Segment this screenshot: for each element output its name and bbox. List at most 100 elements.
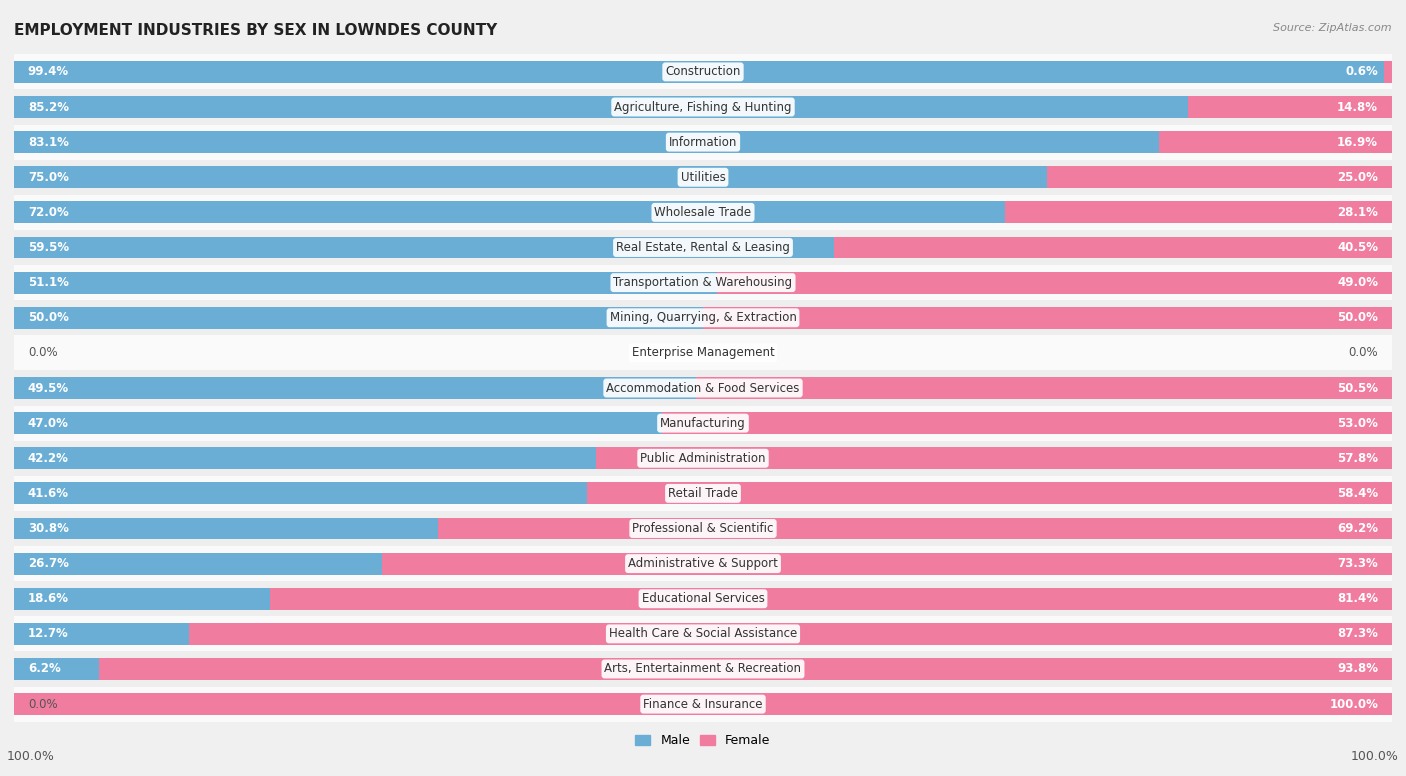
- Text: 85.2%: 85.2%: [28, 101, 69, 113]
- Bar: [14, 511, 1392, 546]
- Text: Accommodation & Food Services: Accommodation & Food Services: [606, 382, 800, 394]
- Text: 26.7%: 26.7%: [28, 557, 69, 570]
- Text: 12.7%: 12.7%: [28, 627, 69, 640]
- Text: 99.4%: 99.4%: [28, 65, 69, 78]
- Text: 59.5%: 59.5%: [28, 241, 69, 254]
- Text: Real Estate, Rental & Leasing: Real Estate, Rental & Leasing: [616, 241, 790, 254]
- Bar: [14, 441, 1392, 476]
- Text: 47.0%: 47.0%: [28, 417, 69, 430]
- Bar: [14, 237, 834, 258]
- Bar: [14, 166, 1047, 188]
- Bar: [14, 89, 1392, 125]
- Bar: [14, 265, 1392, 300]
- Bar: [588, 483, 1392, 504]
- Bar: [14, 230, 1392, 265]
- Text: 93.8%: 93.8%: [1337, 663, 1378, 675]
- Text: 57.8%: 57.8%: [1337, 452, 1378, 465]
- Text: Enterprise Management: Enterprise Management: [631, 346, 775, 359]
- Bar: [703, 307, 1392, 329]
- Bar: [14, 623, 188, 645]
- Bar: [14, 412, 662, 434]
- Bar: [1384, 61, 1392, 83]
- Text: 42.2%: 42.2%: [28, 452, 69, 465]
- Text: 73.3%: 73.3%: [1337, 557, 1378, 570]
- Bar: [14, 406, 1392, 441]
- Text: 53.0%: 53.0%: [1337, 417, 1378, 430]
- Text: Retail Trade: Retail Trade: [668, 487, 738, 500]
- Bar: [662, 412, 1392, 434]
- Text: 28.1%: 28.1%: [1337, 206, 1378, 219]
- Text: 81.4%: 81.4%: [1337, 592, 1378, 605]
- Text: Finance & Insurance: Finance & Insurance: [644, 698, 762, 711]
- Bar: [1188, 96, 1392, 118]
- Text: 49.5%: 49.5%: [28, 382, 69, 394]
- Text: 51.1%: 51.1%: [28, 276, 69, 289]
- Text: 49.0%: 49.0%: [1337, 276, 1378, 289]
- Text: Professional & Scientific: Professional & Scientific: [633, 522, 773, 535]
- Bar: [14, 483, 588, 504]
- Bar: [14, 581, 1392, 616]
- Bar: [100, 658, 1392, 680]
- Text: 30.8%: 30.8%: [28, 522, 69, 535]
- Bar: [14, 125, 1392, 160]
- Text: 100.0%: 100.0%: [7, 750, 55, 763]
- Text: Health Care & Social Assistance: Health Care & Social Assistance: [609, 627, 797, 640]
- Bar: [14, 377, 696, 399]
- Text: 69.2%: 69.2%: [1337, 522, 1378, 535]
- Text: Information: Information: [669, 136, 737, 149]
- Bar: [14, 335, 1392, 370]
- Bar: [14, 160, 1392, 195]
- Text: 18.6%: 18.6%: [28, 592, 69, 605]
- Bar: [14, 195, 1392, 230]
- Bar: [696, 377, 1392, 399]
- Bar: [14, 476, 1392, 511]
- Text: 50.5%: 50.5%: [1337, 382, 1378, 394]
- Text: 50.0%: 50.0%: [1337, 311, 1378, 324]
- Text: 100.0%: 100.0%: [1351, 750, 1399, 763]
- Bar: [14, 61, 1384, 83]
- Text: Manufacturing: Manufacturing: [661, 417, 745, 430]
- Text: 6.2%: 6.2%: [28, 663, 60, 675]
- Text: Wholesale Trade: Wholesale Trade: [654, 206, 752, 219]
- Bar: [382, 553, 1392, 574]
- Bar: [14, 131, 1159, 153]
- Text: Mining, Quarrying, & Extraction: Mining, Quarrying, & Extraction: [610, 311, 796, 324]
- Text: 87.3%: 87.3%: [1337, 627, 1378, 640]
- Text: Transportation & Warehousing: Transportation & Warehousing: [613, 276, 793, 289]
- Bar: [14, 447, 596, 469]
- Bar: [834, 237, 1392, 258]
- Bar: [270, 588, 1392, 610]
- Bar: [14, 96, 1188, 118]
- Text: 0.0%: 0.0%: [28, 698, 58, 711]
- Text: 0.0%: 0.0%: [1348, 346, 1378, 359]
- Bar: [14, 553, 382, 574]
- Bar: [14, 693, 1392, 715]
- Text: 40.5%: 40.5%: [1337, 241, 1378, 254]
- Bar: [14, 307, 703, 329]
- Bar: [14, 202, 1007, 223]
- Text: 25.0%: 25.0%: [1337, 171, 1378, 184]
- Bar: [1047, 166, 1392, 188]
- Text: 0.6%: 0.6%: [1346, 65, 1378, 78]
- Bar: [14, 651, 1392, 687]
- Bar: [439, 518, 1392, 539]
- Text: 72.0%: 72.0%: [28, 206, 69, 219]
- Text: Utilities: Utilities: [681, 171, 725, 184]
- Text: 58.4%: 58.4%: [1337, 487, 1378, 500]
- Bar: [14, 370, 1392, 406]
- Text: EMPLOYMENT INDUSTRIES BY SEX IN LOWNDES COUNTY: EMPLOYMENT INDUSTRIES BY SEX IN LOWNDES …: [14, 23, 498, 38]
- Text: 0.0%: 0.0%: [28, 346, 58, 359]
- Bar: [14, 546, 1392, 581]
- Text: Agriculture, Fishing & Hunting: Agriculture, Fishing & Hunting: [614, 101, 792, 113]
- Bar: [1005, 202, 1392, 223]
- Bar: [14, 588, 270, 610]
- Text: Public Administration: Public Administration: [640, 452, 766, 465]
- Bar: [14, 272, 718, 293]
- Bar: [717, 272, 1392, 293]
- Bar: [14, 616, 1392, 651]
- Bar: [14, 518, 439, 539]
- Text: Arts, Entertainment & Recreation: Arts, Entertainment & Recreation: [605, 663, 801, 675]
- Bar: [14, 687, 1392, 722]
- Text: 14.8%: 14.8%: [1337, 101, 1378, 113]
- Text: 50.0%: 50.0%: [28, 311, 69, 324]
